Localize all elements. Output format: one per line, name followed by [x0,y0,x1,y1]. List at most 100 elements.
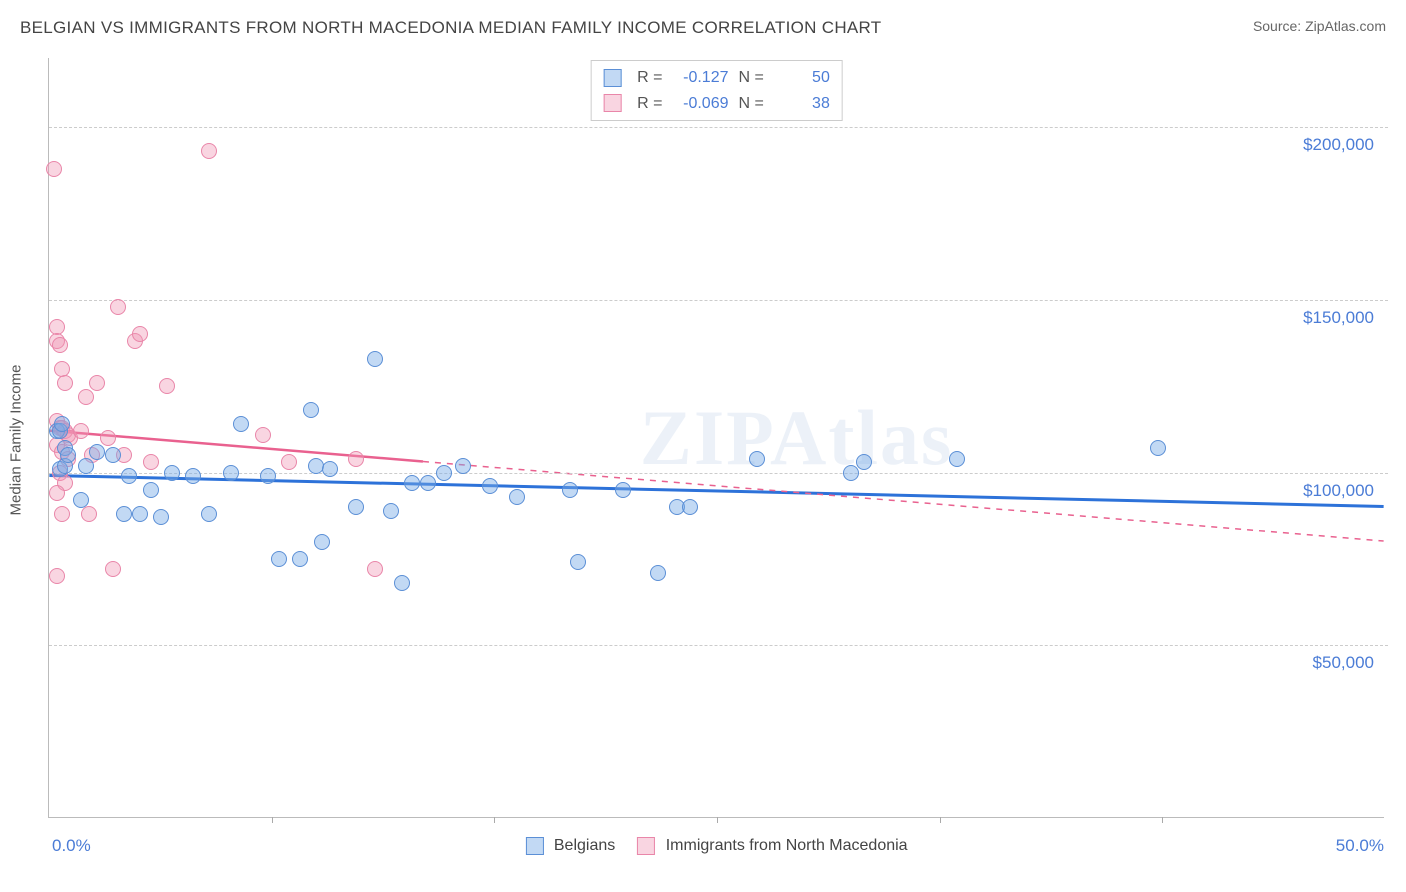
data-point [682,499,698,515]
data-point [570,554,586,570]
data-point [54,416,70,432]
data-point [314,534,330,550]
r-value-series2: -0.069 [673,91,729,117]
data-point [404,475,420,491]
data-point [73,423,89,439]
data-point [615,482,631,498]
gridline [49,645,1388,646]
data-point [420,475,436,491]
trend-lines-layer [49,58,1384,817]
data-point [132,506,148,522]
legend-item-macedonia: Immigrants from North Macedonia [637,837,907,855]
data-point [482,478,498,494]
gridline [49,300,1388,301]
data-point [143,454,159,470]
data-point [292,551,308,567]
data-point [260,468,276,484]
data-point [78,458,94,474]
data-point [57,375,73,391]
x-tick [717,817,718,823]
data-point [46,161,62,177]
data-point [223,465,239,481]
data-point [89,444,105,460]
data-point [105,447,121,463]
chart-source: Source: ZipAtlas.com [1253,18,1386,34]
data-point [281,454,297,470]
n-value-series2: 38 [774,91,830,117]
y-axis-label: Median Family Income [8,365,25,516]
data-point [749,451,765,467]
y-tick-label: $150,000 [1303,308,1374,328]
correlation-legend: R = -0.127 N = 50 R = -0.069 N = 38 [590,60,843,121]
legend-item-belgians: Belgians [525,837,615,855]
data-point [52,337,68,353]
data-point [394,575,410,591]
n-label: N = [739,65,764,91]
data-point [367,351,383,367]
data-point [436,465,452,481]
data-point [562,482,578,498]
data-point [159,378,175,394]
x-axis-max-label: 50.0% [1336,836,1384,856]
gridline [49,127,1388,128]
data-point [100,430,116,446]
r-value-series1: -0.127 [673,65,729,91]
chart-header: BELGIAN VS IMMIGRANTS FROM NORTH MACEDON… [0,0,1406,46]
data-point [81,506,97,522]
data-point [121,468,137,484]
data-point [367,561,383,577]
x-tick [1162,817,1163,823]
data-point [650,565,666,581]
y-tick-label: $50,000 [1313,653,1374,673]
data-point [348,499,364,515]
legend-swatch-pink [637,837,655,855]
series-legend: Belgians Immigrants from North Macedonia [525,837,907,855]
legend-row-series1: R = -0.127 N = 50 [603,65,830,91]
x-tick [940,817,941,823]
gridline [49,473,1388,474]
data-point [143,482,159,498]
data-point [255,427,271,443]
r-label: R = [637,91,662,117]
data-point [49,568,65,584]
data-point [153,509,169,525]
data-point [89,375,105,391]
data-point [132,326,148,342]
legend-label-macedonia: Immigrants from North Macedonia [666,837,908,854]
data-point [78,389,94,405]
legend-swatch-blue [603,69,621,87]
plot-area: ZIPAtlas R = -0.127 N = 50 R = -0.069 N … [48,58,1384,818]
data-point [303,402,319,418]
data-point [116,506,132,522]
r-label: R = [637,65,662,91]
data-point [60,447,76,463]
data-point [185,468,201,484]
data-point [949,451,965,467]
legend-label-belgians: Belgians [554,837,615,854]
data-point [856,454,872,470]
n-value-series1: 50 [774,65,830,91]
data-point [843,465,859,481]
x-axis-min-label: 0.0% [52,836,91,856]
data-point [54,506,70,522]
data-point [233,416,249,432]
data-point [105,561,121,577]
y-tick-label: $100,000 [1303,481,1374,501]
y-tick-label: $200,000 [1303,135,1374,155]
chart-title: BELGIAN VS IMMIGRANTS FROM NORTH MACEDON… [20,18,882,38]
data-point [322,461,338,477]
data-point [271,551,287,567]
x-tick [272,817,273,823]
x-tick [494,817,495,823]
data-point [383,503,399,519]
data-point [201,143,217,159]
data-point [348,451,364,467]
legend-row-series2: R = -0.069 N = 38 [603,91,830,117]
n-label: N = [739,91,764,117]
data-point [110,299,126,315]
legend-swatch-pink [603,94,621,112]
data-point [164,465,180,481]
data-point [201,506,217,522]
data-point [1150,440,1166,456]
data-point [73,492,89,508]
